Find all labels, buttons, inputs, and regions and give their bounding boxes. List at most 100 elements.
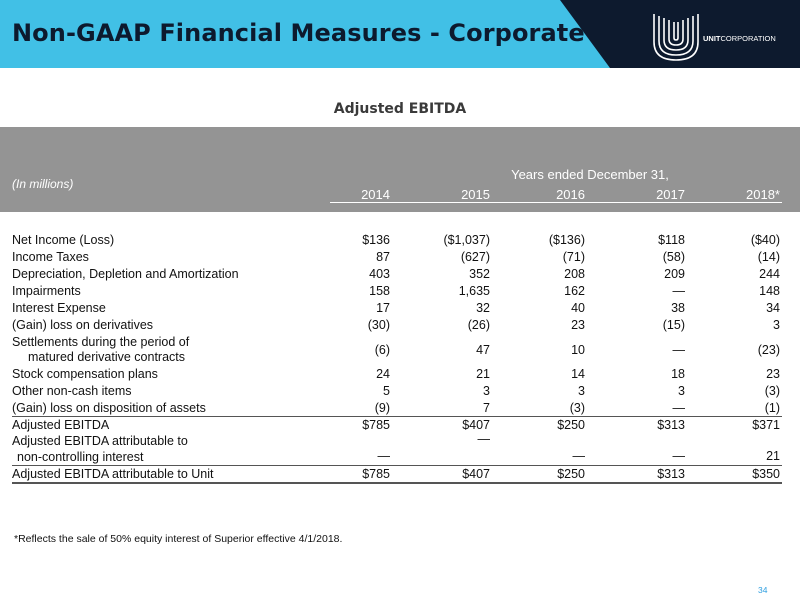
cell-stock-compensation-2014: 24 (376, 367, 390, 381)
cell-disposition-2018: (1) (764, 401, 780, 415)
double-total-rule (12, 482, 782, 484)
cell-impairments-2014: 158 (369, 284, 390, 298)
cell-interest-expense-2018: 34 (766, 301, 780, 315)
cell-dda-2015: 352 (469, 267, 490, 281)
subtotal-rule (12, 416, 782, 417)
cell-other-non-cash-2016: 3 (578, 384, 585, 398)
cell-stock-compensation-2017: 18 (671, 367, 685, 381)
logo-text: UNITCORPORATION (703, 34, 776, 43)
cell-ebitda-unit-2015: $407 (462, 467, 490, 481)
cell-impairments-2018: 148 (759, 284, 780, 298)
cell-derivatives-2015: (26) (467, 318, 490, 332)
cell-income-taxes-2018: (14) (757, 250, 780, 264)
cell-adjusted-ebitda-2014: $785 (362, 418, 390, 432)
cell-interest-expense-2014: 17 (376, 301, 390, 315)
cell-non-controlling-2018: 21 (766, 449, 780, 463)
row-label-non-controlling: Adjusted EBITDA attributable to (12, 434, 188, 448)
cell-ebitda-unit-2017: $313 (657, 467, 685, 481)
cell-settlements-2017: — (672, 343, 686, 357)
year-header-2014: 2014 (361, 187, 390, 202)
cell-stock-compensation-2018: 23 (766, 367, 780, 381)
cell-dda-2018: 244 (759, 267, 780, 281)
row-label-other-non-cash: Other non-cash items (12, 384, 132, 398)
cell-impairments-2015: 1,635 (458, 284, 490, 298)
row-label-impairments: Impairments (12, 284, 81, 298)
year-header-2015: 2015 (461, 187, 490, 202)
cell-net-income-2017: $118 (658, 233, 685, 247)
row-label-settlements-line2: matured derivative contracts (28, 350, 186, 364)
cell-settlements-2016: 10 (571, 343, 585, 357)
cell-adjusted-ebitda-2015: $407 (462, 418, 490, 432)
table-header-band (0, 127, 800, 212)
cell-disposition-2016: (3) (569, 401, 585, 415)
footnote: *Reflects the sale of 50% equity interes… (14, 533, 343, 545)
cell-other-non-cash-2017: 3 (678, 384, 685, 398)
year-header-2016: 2016 (556, 187, 585, 202)
row-label-net-income: Net Income (Loss) (12, 233, 115, 247)
cell-stock-compensation-2016: 14 (571, 367, 585, 381)
page-title: Non-GAAP Financial Measures - Corporate (12, 19, 585, 47)
cell-net-income-2014: $136 (362, 233, 390, 247)
cell-derivatives-2017: (15) (662, 318, 685, 332)
cell-derivatives-2016: 23 (571, 318, 585, 332)
cell-non-controlling-2014: — (377, 449, 391, 463)
cell-net-income-2018: ($40) (750, 233, 780, 247)
cell-interest-expense-2015: 32 (476, 301, 490, 315)
cell-disposition-2017: — (672, 401, 686, 415)
row-label-dda: Depreciation, Depletion and Amortization (12, 267, 239, 281)
row-label-derivatives: (Gain) loss on derivatives (12, 318, 154, 332)
cell-stock-compensation-2015: 21 (476, 367, 490, 381)
row-label-non-controlling-line2: non-controlling interest (17, 450, 144, 464)
cell-ebitda-unit-2014: $785 (362, 467, 390, 481)
period-label: Years ended December 31, (511, 167, 669, 182)
cell-settlements-2014: (6) (374, 343, 390, 357)
cell-ebitda-unit-2018: $350 (752, 467, 780, 481)
cell-interest-expense-2016: 40 (571, 301, 585, 315)
page-number: 34 (758, 585, 768, 595)
row-label-interest-expense: Interest Expense (12, 301, 106, 315)
year-header-2017: 2017 (656, 187, 685, 202)
row-label-stock-compensation: Stock compensation plans (12, 367, 158, 381)
row-label-settlements: Settlements during the period of (12, 335, 190, 349)
cell-settlements-2015: 47 (476, 343, 490, 357)
cell-ebitda-unit-2016: $250 (557, 467, 585, 481)
cell-other-non-cash-2015: 3 (483, 384, 490, 398)
row-label-income-taxes: Income Taxes (12, 250, 89, 264)
cell-dda-2014: 403 (369, 267, 390, 281)
unit-corporation-logo (653, 14, 699, 61)
year-header-rule (330, 202, 782, 203)
cell-adjusted-ebitda-2016: $250 (557, 418, 585, 432)
cell-other-non-cash-2014: 5 (383, 384, 390, 398)
cell-income-taxes-2017: (58) (662, 250, 685, 264)
cell-dda-2016: 208 (564, 267, 585, 281)
header-background (0, 0, 800, 68)
cell-dda-2017: 209 (664, 267, 685, 281)
cell-disposition-2014: (9) (374, 401, 390, 415)
cell-adjusted-ebitda-2018: $371 (752, 418, 780, 432)
row-label-disposition: (Gain) loss on disposition of assets (12, 401, 206, 415)
cell-net-income-2016: ($136) (548, 233, 585, 247)
cell-non-controlling-2016: — (572, 449, 586, 463)
units-label: (In millions) (12, 177, 74, 191)
row-label-ebitda-unit: Adjusted EBITDA attributable to Unit (12, 467, 214, 481)
table-title: Adjusted EBITDA (333, 101, 467, 117)
cell-net-income-2015: ($1,037) (443, 233, 490, 247)
cell-adjusted-ebitda-2017: $313 (657, 418, 685, 432)
total-rule (12, 465, 782, 466)
cell-settlements-2018: (23) (757, 343, 780, 357)
cell-other-non-cash-2018: (3) (764, 384, 780, 398)
cell-derivatives-2014: (30) (367, 318, 390, 332)
cell-income-taxes-2015: (627) (460, 250, 490, 264)
cell-non-controlling-2015: — (477, 432, 491, 446)
cell-income-taxes-2016: (71) (562, 250, 585, 264)
cell-disposition-2015: 7 (483, 401, 490, 415)
cell-derivatives-2018: 3 (773, 318, 780, 332)
header-band: Non-GAAP Financial Measures - Corporate … (0, 0, 800, 68)
row-label-adjusted-ebitda: Adjusted EBITDA (12, 418, 110, 432)
cell-income-taxes-2014: 87 (376, 250, 390, 264)
cell-non-controlling-2017: — (672, 449, 686, 463)
cell-interest-expense-2017: 38 (671, 301, 685, 315)
cell-impairments-2017: — (672, 284, 686, 298)
year-header-2018: 2018* (746, 187, 780, 202)
